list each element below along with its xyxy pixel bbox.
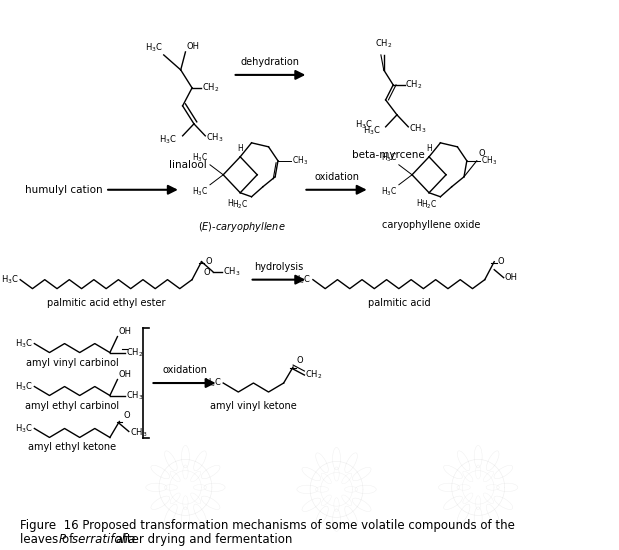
Text: $\mathregular{CH_2}$: $\mathregular{CH_2}$ bbox=[126, 346, 144, 359]
Text: O: O bbox=[297, 356, 303, 365]
Text: $\mathregular{CH_3}$: $\mathregular{CH_3}$ bbox=[223, 266, 241, 278]
Text: $\mathregular{CH_2}$: $\mathregular{CH_2}$ bbox=[202, 81, 220, 94]
Text: $\mathregular{CH_3}$: $\mathregular{CH_3}$ bbox=[206, 131, 223, 144]
Text: OH: OH bbox=[504, 273, 517, 282]
Text: O: O bbox=[478, 149, 485, 158]
Text: $\mathregular{O}$: $\mathregular{O}$ bbox=[203, 266, 211, 277]
Text: $\mathregular{H_3C}$: $\mathregular{H_3C}$ bbox=[192, 151, 208, 164]
Text: $\mathregular{CH_2}$: $\mathregular{CH_2}$ bbox=[405, 79, 423, 91]
Text: $\mathregular{CH_3}$: $\mathregular{CH_3}$ bbox=[481, 155, 497, 167]
Text: dehydration: dehydration bbox=[241, 57, 300, 67]
Text: H: H bbox=[227, 199, 233, 208]
Text: amyl vinyl ketone: amyl vinyl ketone bbox=[210, 401, 297, 411]
Text: $\mathregular{H_3C}$: $\mathregular{H_3C}$ bbox=[363, 125, 381, 137]
Text: $\mathregular{H_3C}$: $\mathregular{H_3C}$ bbox=[192, 186, 208, 198]
Text: humulyl cation: humulyl cation bbox=[25, 185, 103, 195]
Text: beta-myrcene: beta-myrcene bbox=[352, 150, 425, 160]
Text: Figure  16 Proposed transformation mechanisms of some volatile compounds of the: Figure 16 Proposed transformation mechan… bbox=[20, 519, 515, 532]
Text: caryophyllene oxide: caryophyllene oxide bbox=[382, 220, 480, 230]
Text: $\mathregular{CH_2}$: $\mathregular{CH_2}$ bbox=[375, 37, 392, 50]
Text: O: O bbox=[498, 257, 504, 266]
Text: amyl vinyl carbinol: amyl vinyl carbinol bbox=[26, 358, 118, 367]
Text: oxidation: oxidation bbox=[314, 172, 359, 182]
Text: oxidation: oxidation bbox=[162, 365, 207, 375]
Text: $\mathregular{H_3C}$: $\mathregular{H_3C}$ bbox=[145, 41, 163, 54]
Text: $\mathregular{H_3C}$: $\mathregular{H_3C}$ bbox=[355, 119, 373, 131]
Text: O: O bbox=[123, 411, 130, 421]
Text: H: H bbox=[426, 144, 432, 153]
Text: $\mathregular{H_3C}$: $\mathregular{H_3C}$ bbox=[15, 337, 32, 350]
Text: OH: OH bbox=[186, 42, 199, 51]
Text: O: O bbox=[206, 257, 212, 266]
Text: hydrolysis: hydrolysis bbox=[254, 262, 303, 272]
Text: H: H bbox=[237, 144, 243, 153]
Text: $\mathregular{H_3C}$: $\mathregular{H_3C}$ bbox=[15, 380, 32, 393]
Text: OH: OH bbox=[118, 327, 131, 336]
Text: $\mathregular{H_3C}$: $\mathregular{H_3C}$ bbox=[381, 151, 397, 164]
Text: $\mathregular{CH_3}$: $\mathregular{CH_3}$ bbox=[126, 389, 144, 402]
Text: $\mathregular{CH_2}$: $\mathregular{CH_2}$ bbox=[305, 369, 322, 381]
Text: linalool: linalool bbox=[170, 160, 207, 170]
Text: $\mathregular{H_3C}$: $\mathregular{H_3C}$ bbox=[15, 422, 32, 435]
Text: $\mathregular{H_2C}$: $\mathregular{H_2C}$ bbox=[232, 199, 248, 211]
Text: amyl ethyl ketone: amyl ethyl ketone bbox=[28, 442, 116, 453]
Text: palmitic acid ethyl ester: palmitic acid ethyl ester bbox=[47, 298, 165, 307]
Text: $\mathregular{H_3C}$: $\mathregular{H_3C}$ bbox=[159, 134, 177, 146]
Text: $\mathregular{CH_3}$: $\mathregular{CH_3}$ bbox=[292, 155, 308, 167]
Text: after drying and fermentation: after drying and fermentation bbox=[111, 534, 292, 546]
Text: $\mathregular{H_3C}$: $\mathregular{H_3C}$ bbox=[1, 273, 19, 286]
Text: $\mathregular{H_3C}$: $\mathregular{H_3C}$ bbox=[381, 186, 397, 198]
Text: P. serratifolia: P. serratifolia bbox=[59, 534, 135, 546]
Text: leaves of: leaves of bbox=[20, 534, 77, 546]
Text: amyl ethyl carbinol: amyl ethyl carbinol bbox=[25, 400, 119, 410]
Text: palmitic acid: palmitic acid bbox=[368, 298, 430, 307]
Text: H: H bbox=[416, 199, 422, 208]
Text: OH: OH bbox=[118, 370, 131, 378]
Text: $(E)$-caryophyllene: $(E)$-caryophyllene bbox=[198, 220, 286, 234]
Text: $\mathregular{H_2C}$: $\mathregular{H_2C}$ bbox=[421, 199, 437, 211]
Text: $\mathregular{H_3C}$: $\mathregular{H_3C}$ bbox=[204, 377, 222, 389]
Text: $\mathregular{CH_3}$: $\mathregular{CH_3}$ bbox=[409, 123, 426, 135]
Text: $\mathregular{H_3C}$: $\mathregular{H_3C}$ bbox=[293, 273, 311, 286]
Text: $\mathregular{CH_3}$: $\mathregular{CH_3}$ bbox=[130, 426, 147, 439]
